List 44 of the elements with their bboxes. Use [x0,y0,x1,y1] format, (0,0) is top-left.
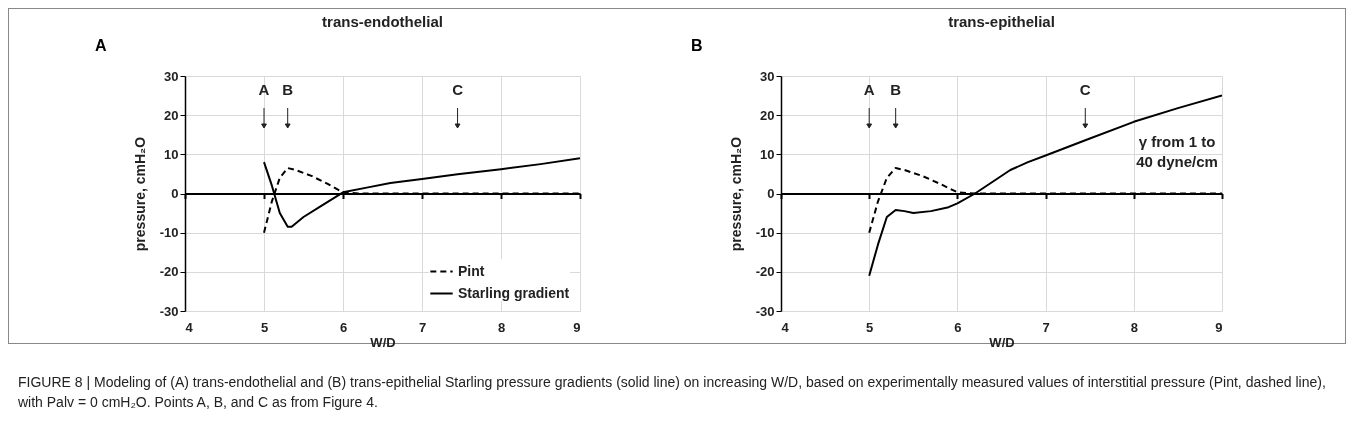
caption: FIGURE 8 | Modeling of (A) trans-endothelial and (B) trans-epithelial Starling pressure gradients (solid line) on increasing W/D, based on experimentally measured values of interstitial pressure (Pint, dashed line), with Palv = 0 cmH₂O. Points A, B, and C as from Figure 4. [18,373,1327,412]
y-tick-label: 30 [164,68,179,84]
y-tick-label: -20 [159,264,179,280]
annotation: A [258,81,270,98]
y-tick-label: 10 [164,146,179,162]
chart-title: trans-epithelial [948,13,1055,30]
annotation: C [1079,81,1091,98]
x-axis-title: W/D [370,334,396,350]
chart-title: trans-endothelial [322,13,443,30]
y-tick-label: 30 [760,68,775,84]
legend-label: Starling gradient [458,284,570,301]
y-tick-label: 20 [164,107,179,123]
y-tick-label: 10 [760,146,775,162]
x-tick-label: 8 [1130,319,1138,335]
y-tick-label: -10 [159,225,179,241]
x-tick-label: 8 [497,319,506,335]
x-tick-label: 9 [573,319,581,335]
x-tick-label: 4 [781,319,790,335]
x-tick-label: 6 [954,319,962,335]
y-axis-title: pressure, cmH₂O [131,136,148,252]
y-tick-label: -20 [755,264,775,280]
x-tick-label: 7 [1042,319,1050,335]
x-tick-label: 5 [260,319,269,335]
x-tick-label: 4 [185,319,194,335]
annotation: B [282,81,294,98]
x-axis-title: W/D [989,334,1015,350]
x-tick-label: 7 [418,319,427,335]
text: A [95,37,107,54]
text: B [691,37,703,54]
x-tick-label: 9 [1215,319,1223,335]
y-tick-label: 20 [760,107,775,123]
annotation: B [890,81,902,98]
y-axis-title: pressure, cmH₂O [727,136,744,252]
y-tick-label: 0 [767,186,775,201]
annotation: A [863,81,875,98]
y-tick-label: -30 [755,303,775,319]
legend-label: Pint [458,262,485,279]
y-tick-label: -10 [755,225,775,241]
y-tick-label: 0 [171,186,179,201]
x-tick-label: 6 [339,319,348,335]
annotation: γ from 1 to 40 dyne/cm [1136,132,1218,170]
annotation: C [452,81,464,98]
x-tick-label: 5 [866,319,874,335]
y-tick-label: -30 [159,303,179,319]
